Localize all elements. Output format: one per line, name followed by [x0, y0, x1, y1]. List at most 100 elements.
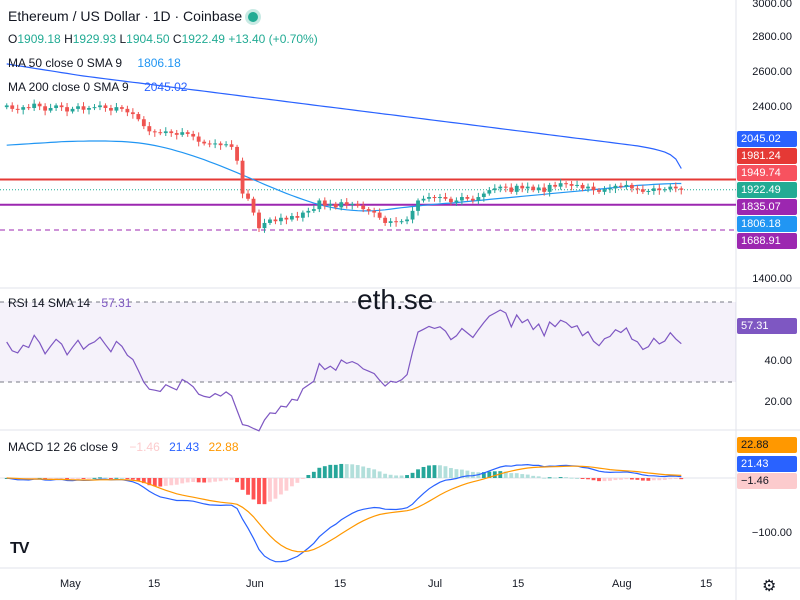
candle-body [646, 190, 651, 192]
macd-histogram-bar [503, 471, 508, 478]
candle-body [158, 132, 163, 134]
candle-body [163, 131, 168, 134]
macd-histogram-bar [98, 477, 102, 479]
candle-body [597, 190, 601, 192]
macd-histogram-bar [289, 478, 294, 487]
candle-body [377, 212, 382, 218]
macd-histogram-bar [679, 478, 684, 480]
ma50-legend[interactable]: MA 50 close 0 SMA 9 1806.18 [8, 56, 181, 70]
price-tick: 2800.00 [752, 31, 792, 43]
macd-histogram-bar [317, 467, 322, 478]
macd-histogram-bar [322, 466, 327, 478]
candle-body [322, 200, 327, 206]
candle-body [498, 186, 503, 189]
candle-body [207, 143, 212, 145]
rsi-tag[interactable]: 57.31 [737, 318, 797, 334]
candle-body [213, 143, 218, 145]
macd-histogram-bar [87, 478, 91, 479]
candle-body [235, 146, 239, 161]
price-tag[interactable]: 1981.24 [737, 148, 797, 164]
candle-body [668, 186, 673, 190]
macd-histogram-bar [311, 471, 316, 478]
time-tick: Aug [612, 578, 632, 590]
candle-body [114, 107, 119, 111]
macd-histogram-bar [169, 478, 174, 486]
price-tag[interactable]: 1806.18 [737, 216, 797, 232]
price-tag[interactable]: 1949.74 [737, 165, 797, 181]
macd-histogram-bar [481, 472, 486, 478]
candle-body [525, 186, 530, 189]
candle-body [531, 186, 536, 191]
price-tag[interactable]: 1922.49 [737, 182, 797, 198]
change-value: +13.40 (+0.70%) [228, 32, 318, 46]
macd-histogram-bar [147, 478, 152, 486]
candle-body [92, 107, 97, 109]
price-tag[interactable]: 1688.91 [737, 233, 797, 249]
candle-body [416, 200, 420, 211]
rsi-tick: 40.00 [764, 355, 792, 367]
candle-body [476, 197, 481, 201]
candle-body [119, 107, 124, 109]
candle-body [514, 185, 519, 192]
macd-histogram-bar [48, 478, 53, 479]
macd-histogram-bar [92, 477, 97, 479]
macd-histogram-bar [141, 478, 146, 484]
macd-histogram-bar [580, 478, 585, 479]
symbol-title[interactable]: Ethereum / US Dollar · 1D · Coinbase [8, 8, 259, 24]
macd-histogram-bar [70, 478, 75, 479]
macd-histogram-bar [465, 470, 470, 478]
macd-tag[interactable]: −1.46 [737, 473, 797, 489]
close-label: C [172, 32, 182, 46]
macd-histogram-bar [542, 477, 547, 479]
ohlc-values: O1909.18 H1929.93 L1904.50 C1922.49 +13.… [8, 32, 318, 46]
candle-body [591, 186, 596, 191]
macd-histogram-bar [202, 478, 207, 483]
macd-legend[interactable]: MACD 12 26 close 9 −1.46 21.43 22.88 [8, 440, 239, 454]
macd-histogram-bar [213, 478, 218, 482]
ma200-legend[interactable]: MA 200 close 0 SMA 9 2045.02 [8, 80, 187, 94]
candle-body [350, 203, 355, 205]
ma200-value: 2045.02 [144, 80, 188, 94]
macd-histogram-bar [536, 476, 541, 478]
macd-histogram-bar [487, 471, 492, 478]
tradingview-logo[interactable]: TV [10, 540, 29, 557]
macd-histogram-bar [443, 466, 448, 478]
candle-body [311, 209, 316, 211]
candle-body [624, 184, 629, 187]
candle-body [405, 219, 409, 222]
macd-histogram-bar [65, 478, 69, 479]
macd-histogram-bar [394, 475, 399, 478]
macd-histogram-bar [399, 475, 404, 478]
price-tag[interactable]: 2045.02 [737, 131, 797, 147]
price-tick: 2600.00 [752, 66, 792, 78]
macd-histogram-bar [268, 478, 272, 502]
candle-body [640, 189, 645, 192]
candle-body [481, 193, 486, 198]
candle-body [580, 184, 585, 189]
macd-histogram-bar [547, 477, 552, 479]
price-tag[interactable]: 1835.07 [737, 199, 797, 215]
macd-histogram-bar [432, 465, 437, 478]
candle-body [553, 184, 558, 187]
rsi-legend[interactable]: RSI 14 SMA 14 57.31 [8, 296, 131, 310]
macd-tag[interactable]: 22.88 [737, 437, 797, 453]
macd-histogram-bar [405, 475, 409, 478]
ma50-line [6, 140, 682, 212]
open-label: O [8, 32, 18, 46]
macd-tag[interactable]: 21.43 [737, 456, 797, 472]
candle-body [32, 103, 37, 109]
macd-histogram-bar [119, 477, 124, 479]
horizontal-levels [0, 178, 736, 231]
time-tick: 15 [512, 578, 525, 590]
macd-histogram-bar [125, 478, 130, 479]
settings-gear-icon[interactable]: ⚙ [762, 578, 777, 595]
macd-histogram-bar [218, 478, 223, 482]
candle-body [509, 187, 514, 192]
candle-body [141, 119, 146, 127]
candle-body [273, 219, 278, 222]
macd-hist-value: −1.46 [129, 440, 160, 454]
macd-histogram-bar [613, 478, 618, 481]
candle-body [257, 212, 261, 229]
macd-histogram-bar [81, 478, 86, 479]
